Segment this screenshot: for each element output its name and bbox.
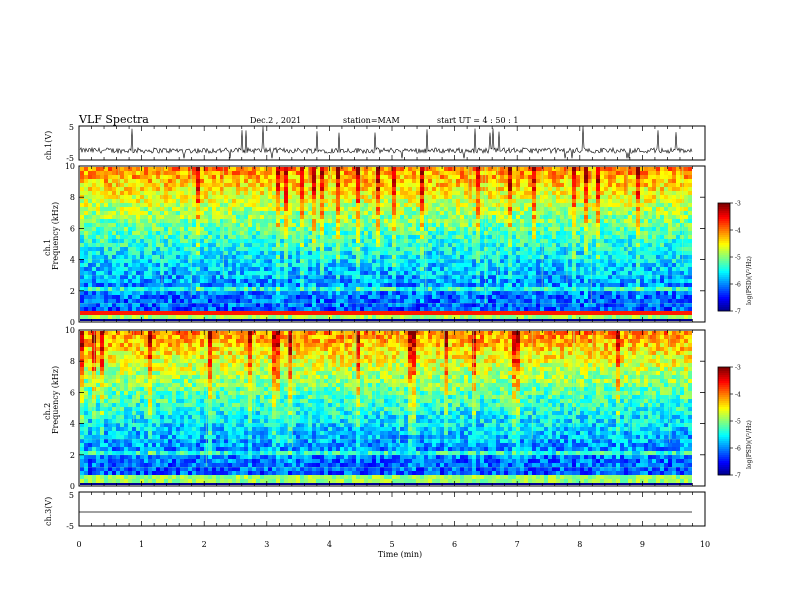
colorbar-tick-label: -5 [735,419,741,426]
figure-title: VLF Spectra [78,113,149,126]
freq-tick-label: 4 [70,256,75,265]
time-tick-label: 2 [202,540,207,549]
time-axis-label: Time (min) [378,550,422,559]
ch1-waveform-ylabel: ch.1(V) [44,131,53,160]
freq-tick-label: 6 [70,388,75,397]
ch1-spectrogram-panel: 0 2 4 6 8 10 ch.1 Frequency (kHz) [43,162,706,327]
time-tick-label: 9 [640,540,645,549]
ch2-spectrogram-panel: 0 2 4 6 8 10 ch.2 Frequency (kHz) [43,326,706,491]
time-ticks [78,126,706,526]
time-tick-label: 10 [700,540,710,549]
freq-tick-label: 10 [65,162,75,171]
freq-tick-label: 4 [70,420,75,429]
ch2-yticks: 0 2 4 6 8 10 [65,326,705,491]
ch1-yticks: 0 2 4 6 8 10 [65,162,705,327]
ch3-waveform-frame [78,491,706,527]
colorbar-tick-label: -7 [735,473,741,480]
freq-tick-label: 2 [70,287,75,296]
time-tick-label: 5 [389,540,394,549]
ch1-waveform-line [79,126,693,159]
ch2-channel-label: ch.2 [43,403,52,420]
freq-tick-label: 2 [70,451,75,460]
freq-tick-label: 0 [70,318,75,327]
colorbar-tick-label: -3 [735,365,741,372]
colorbar-tick-label: -3 [735,201,741,208]
freq-tick-label: 8 [70,193,75,202]
ch3-ytick-5: 5 [69,491,74,500]
ch1-waveform-panel: 5 -5 ch.1(V) [44,123,706,163]
time-tick-label: 3 [264,540,269,549]
time-tick-label: 4 [327,540,332,549]
ch2-colorbar: -3 -4 -5 -6 -7 log(PSD)(V²/Hz) [717,365,753,480]
colorbar-label: log(PSD)(V²/Hz) [746,420,753,469]
freq-tick-label: 0 [70,482,75,491]
ch1-frequency-label: Frequency (kHz) [51,202,60,270]
ch1-colorbar: -3 -4 -5 -6 -7 log(PSD)(V²/Hz) [717,201,753,316]
date-label: Dec.2 , 2021 [250,116,301,125]
time-tick-label: 6 [452,540,457,549]
freq-tick-label: 10 [65,326,75,335]
ch1-ytick-neg5: -5 [66,154,74,163]
colorbar-tick-label: -4 [735,228,741,235]
ch1-spectrogram-image [80,167,692,321]
freq-tick-label: 8 [70,357,75,366]
ch1-waveform-frame [78,125,706,161]
time-tick-label: 0 [76,540,81,549]
station-label: station=MAM [343,116,400,125]
ch2-frequency-label: Frequency (kHz) [51,366,60,434]
time-tick-label: 7 [515,540,520,549]
ch2-spectrogram-image [80,331,692,485]
ch1-ytick-5: 5 [69,123,74,132]
ch3-waveform-panel: 5 -5 ch.3(V) [44,491,706,531]
ch1-channel-label: ch.1 [43,239,52,256]
time-tick-label: 8 [577,540,582,549]
time-axis: 0 1 2 3 4 5 6 7 8 9 10 [76,540,710,549]
start-time-label: start UT = 4 : 50 : 1 [437,116,518,125]
time-tick-label: 1 [139,540,144,549]
colorbar-tick-label: -6 [735,446,741,453]
freq-tick-label: 6 [70,224,75,233]
colorbar-label: log(PSD)(V²/Hz) [746,256,753,305]
colorbar-tick-label: -7 [735,309,741,316]
ch3-waveform-ylabel: ch.3(V) [44,497,53,526]
ch3-ytick-neg5: -5 [66,522,74,531]
colorbar-tick-label: -6 [735,282,741,289]
colorbar-tick-label: -5 [735,255,741,262]
colorbar-tick-label: -4 [735,392,741,399]
